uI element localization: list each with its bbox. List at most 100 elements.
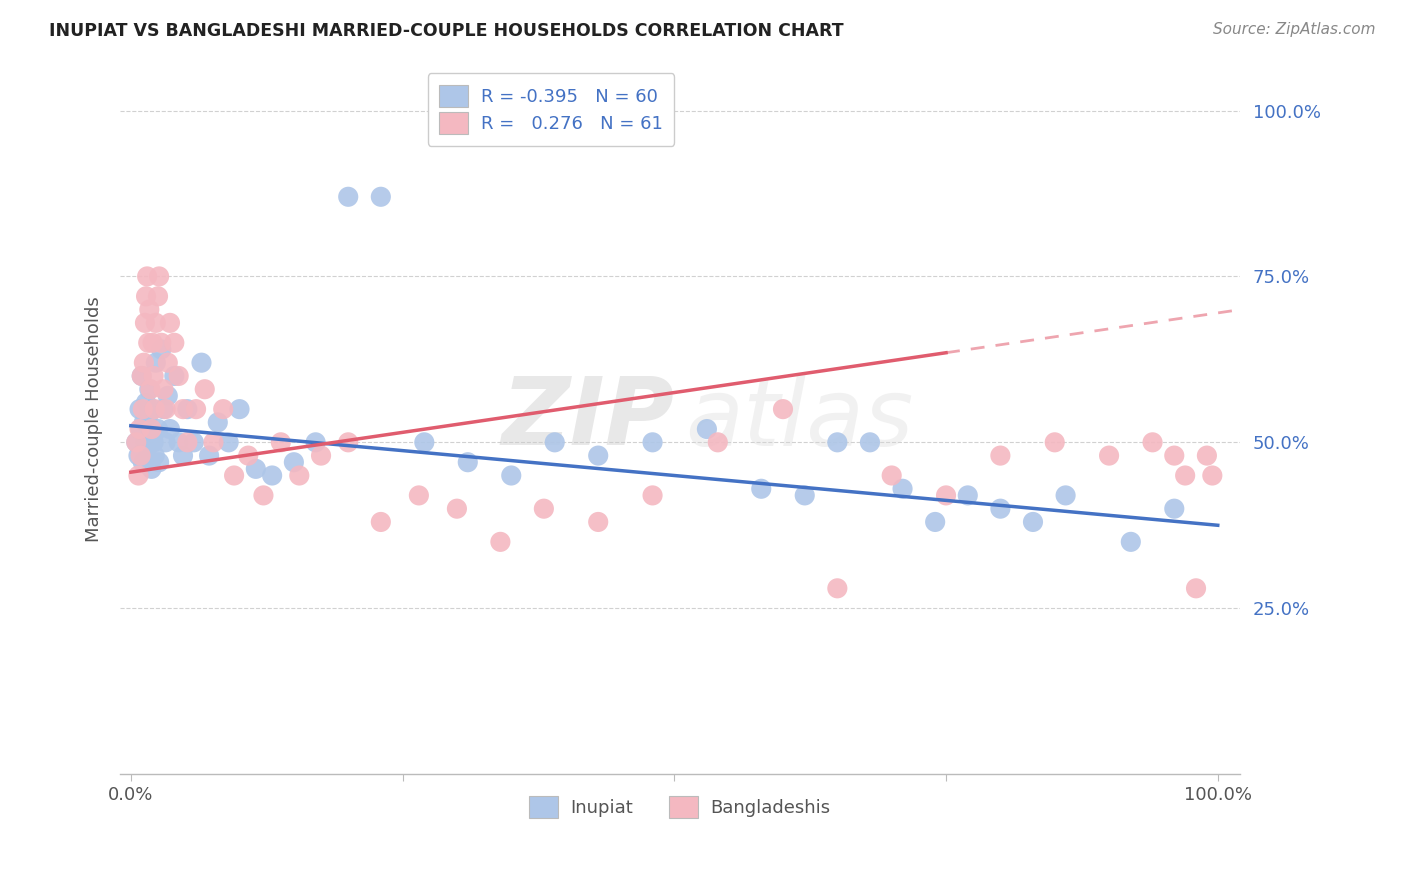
Point: [142, 335, 165, 350]
Point: [138, 382, 160, 396]
Point: [262, 468, 284, 483]
Point: [128, 402, 150, 417]
Point: [827, 435, 849, 450]
Point: [1195, 449, 1218, 463]
Point: [152, 382, 174, 396]
Point: [139, 428, 162, 442]
Point: [183, 435, 205, 450]
Point: [924, 515, 946, 529]
Point: [880, 468, 903, 483]
Point: [586, 449, 609, 463]
Point: [142, 368, 165, 383]
Point: [772, 402, 794, 417]
Point: [150, 343, 173, 357]
Text: INUPIAT VS BANGLADESHI MARRIED-COUPLE HOUSEHOLDS CORRELATION CHART: INUPIAT VS BANGLADESHI MARRIED-COUPLE HO…: [49, 22, 844, 40]
Point: [202, 435, 225, 450]
Point: [132, 356, 155, 370]
Point: [167, 435, 190, 450]
Point: [136, 442, 159, 456]
Point: [155, 435, 177, 450]
Point: [1142, 435, 1164, 450]
Point: [142, 435, 165, 450]
Point: [408, 488, 430, 502]
Point: [176, 435, 198, 450]
Point: [641, 435, 664, 450]
Point: [131, 368, 153, 383]
Point: [228, 402, 250, 417]
Point: [309, 449, 332, 463]
Point: [1119, 534, 1142, 549]
Point: [207, 416, 229, 430]
Point: [128, 422, 150, 436]
Point: [132, 402, 155, 417]
Point: [131, 368, 153, 383]
Point: [827, 582, 849, 596]
Point: [935, 488, 957, 502]
Point: [446, 501, 468, 516]
Point: [304, 435, 326, 450]
Point: [125, 435, 148, 450]
Point: [159, 422, 181, 436]
Point: [1174, 468, 1197, 483]
Point: [1098, 449, 1121, 463]
Point: [148, 455, 170, 469]
Point: [194, 382, 217, 396]
Point: [990, 449, 1012, 463]
Point: [143, 449, 166, 463]
Point: [413, 435, 436, 450]
Point: [142, 402, 165, 417]
Point: [146, 289, 169, 303]
Point: [1163, 449, 1185, 463]
Point: [143, 402, 166, 417]
Point: [141, 422, 163, 436]
Point: [238, 449, 260, 463]
Point: [1043, 435, 1066, 450]
Point: [337, 435, 360, 450]
Point: [132, 455, 155, 469]
Point: [1185, 582, 1208, 596]
Legend: Inupiat, Bangladeshis: Inupiat, Bangladeshis: [522, 789, 838, 825]
Point: [152, 402, 174, 417]
Point: [138, 302, 160, 317]
Point: [172, 402, 194, 417]
Point: [156, 356, 179, 370]
Point: [155, 402, 177, 417]
Point: [135, 395, 157, 409]
Text: Source: ZipAtlas.com: Source: ZipAtlas.com: [1212, 22, 1375, 37]
Point: [337, 190, 360, 204]
Point: [218, 435, 240, 450]
Point: [370, 190, 392, 204]
Point: [190, 356, 212, 370]
Point: [150, 335, 173, 350]
Point: [163, 368, 186, 383]
Point: [270, 435, 292, 450]
Point: [134, 435, 156, 450]
Point: [125, 435, 148, 450]
Point: [127, 449, 149, 463]
Point: [136, 335, 159, 350]
Point: [544, 435, 567, 450]
Point: [533, 501, 555, 516]
Point: [370, 515, 392, 529]
Point: [696, 422, 718, 436]
Point: [641, 488, 664, 502]
Point: [159, 316, 181, 330]
Point: [586, 515, 609, 529]
Point: [163, 335, 186, 350]
Text: atlas: atlas: [685, 374, 914, 465]
Point: [1054, 488, 1077, 502]
Point: [156, 389, 179, 403]
Point: [172, 449, 194, 463]
Point: [457, 455, 479, 469]
Point: [129, 449, 152, 463]
Point: [127, 468, 149, 483]
Point: [184, 402, 207, 417]
Point: [136, 269, 159, 284]
Text: ZIP: ZIP: [502, 373, 673, 465]
Point: [859, 435, 882, 450]
Point: [167, 368, 190, 383]
Point: [489, 534, 512, 549]
Point: [252, 488, 274, 502]
Point: [139, 382, 162, 396]
Point: [135, 289, 157, 303]
